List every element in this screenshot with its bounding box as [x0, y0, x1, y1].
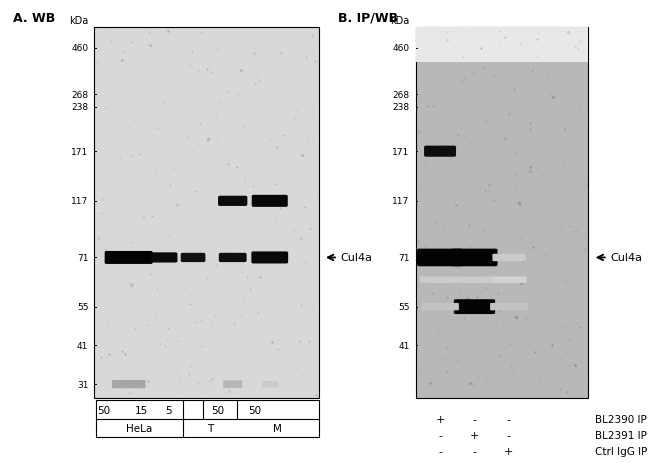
Text: 41: 41	[398, 341, 410, 350]
Text: 55: 55	[77, 302, 88, 312]
FancyBboxPatch shape	[490, 303, 528, 311]
Text: 238: 238	[393, 103, 410, 112]
FancyBboxPatch shape	[452, 249, 497, 267]
Text: -: -	[473, 446, 476, 457]
Text: +: +	[504, 446, 514, 457]
Text: 71: 71	[77, 253, 88, 263]
Text: Ctrl IgG IP: Ctrl IgG IP	[595, 446, 647, 457]
FancyBboxPatch shape	[151, 253, 177, 263]
Text: -: -	[473, 414, 476, 424]
Text: 5: 5	[166, 405, 172, 415]
FancyBboxPatch shape	[424, 146, 456, 157]
Text: 268: 268	[72, 90, 88, 100]
FancyBboxPatch shape	[252, 195, 288, 207]
Text: -: -	[507, 414, 511, 424]
Text: kDa: kDa	[390, 16, 410, 26]
Text: 50: 50	[98, 405, 111, 415]
Text: kDa: kDa	[69, 16, 88, 26]
FancyBboxPatch shape	[420, 277, 460, 283]
Bar	[416, 28, 588, 63]
FancyBboxPatch shape	[421, 303, 459, 311]
Text: T: T	[207, 423, 213, 433]
Text: Cul4a: Cul4a	[610, 253, 642, 263]
Text: 31: 31	[77, 380, 88, 389]
Text: 460: 460	[72, 44, 88, 53]
Bar	[96, 400, 318, 438]
Text: BL2391 IP: BL2391 IP	[595, 430, 647, 440]
Text: 238: 238	[72, 103, 88, 112]
Text: 268: 268	[393, 90, 410, 100]
Text: 55: 55	[398, 302, 410, 312]
FancyBboxPatch shape	[491, 277, 526, 283]
Text: 41: 41	[77, 341, 88, 350]
Text: HeLa: HeLa	[126, 423, 153, 433]
FancyBboxPatch shape	[454, 300, 495, 314]
FancyBboxPatch shape	[454, 277, 495, 283]
FancyBboxPatch shape	[219, 253, 246, 263]
FancyBboxPatch shape	[417, 249, 463, 267]
Text: 117: 117	[392, 197, 410, 206]
Text: 50: 50	[248, 405, 261, 415]
Text: +: +	[470, 430, 479, 440]
Text: 71: 71	[398, 253, 410, 263]
Text: +: +	[436, 414, 445, 424]
Text: Cul4a: Cul4a	[341, 253, 372, 263]
Text: BL2390 IP: BL2390 IP	[595, 414, 647, 424]
FancyBboxPatch shape	[218, 196, 248, 206]
FancyBboxPatch shape	[493, 254, 525, 262]
Bar	[416, 28, 588, 398]
FancyBboxPatch shape	[181, 253, 205, 263]
Text: A. WB: A. WB	[13, 12, 55, 25]
Text: -: -	[438, 430, 442, 440]
Text: B. IP/WB: B. IP/WB	[338, 12, 398, 25]
Bar	[94, 28, 318, 398]
Text: 117: 117	[71, 197, 88, 206]
Text: 171: 171	[392, 147, 410, 156]
Text: 15: 15	[135, 405, 148, 415]
Text: -: -	[507, 430, 511, 440]
FancyBboxPatch shape	[105, 251, 153, 264]
Text: M: M	[274, 423, 282, 433]
Text: 50: 50	[211, 405, 224, 415]
Text: 460: 460	[393, 44, 410, 53]
FancyBboxPatch shape	[223, 381, 242, 388]
Text: -: -	[438, 446, 442, 457]
Text: 171: 171	[71, 147, 88, 156]
FancyBboxPatch shape	[261, 381, 278, 388]
FancyBboxPatch shape	[112, 380, 146, 388]
FancyBboxPatch shape	[252, 252, 288, 264]
